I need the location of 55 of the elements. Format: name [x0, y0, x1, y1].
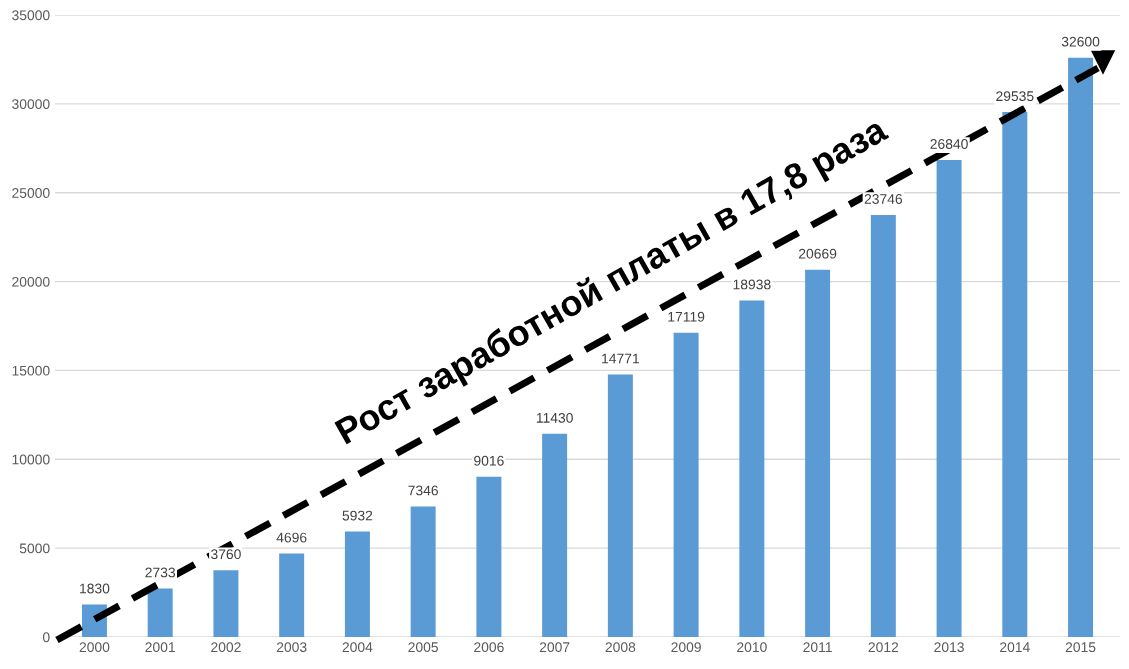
- data-label: 9016: [474, 455, 504, 466]
- data-label: 17119: [668, 311, 705, 322]
- bar: [1068, 57, 1094, 637]
- bar: [739, 300, 765, 637]
- bar: [870, 215, 896, 637]
- y-tick-label: 35000: [12, 10, 50, 21]
- y-tick-label: 25000: [12, 188, 50, 198]
- bar: [542, 433, 568, 637]
- data-label: 7346: [408, 485, 438, 496]
- data-label: 1830: [80, 583, 110, 594]
- data-label: 2733: [145, 567, 176, 578]
- x-tick-label: 2001: [145, 642, 175, 653]
- x-tick-label: 2000: [79, 642, 110, 653]
- data-label: 5932: [342, 510, 373, 521]
- bar: [607, 374, 633, 637]
- data-label: 20669: [798, 248, 837, 259]
- x-tick-label: 2007: [539, 642, 570, 653]
- bar: [147, 588, 173, 637]
- x-tick-label: 2015: [1065, 642, 1096, 653]
- x-tick-label: 2012: [868, 642, 899, 653]
- x-tick-label: 2010: [737, 642, 767, 653]
- y-tick-label: 30000: [12, 99, 50, 110]
- x-tick-label: 2006: [474, 642, 504, 653]
- bar: [213, 570, 239, 637]
- x-tick-label: 2011: [803, 642, 832, 653]
- data-label: 29535: [996, 91, 1034, 102]
- data-label: 32600: [1061, 36, 1100, 47]
- x-tick-label: 2003: [276, 642, 307, 653]
- y-tick-label: 10000: [12, 454, 50, 465]
- bar: [936, 160, 962, 637]
- x-tick-label: 2008: [605, 642, 636, 653]
- x-tick-label: 2013: [934, 642, 964, 653]
- x-tick-label: 2002: [211, 642, 241, 653]
- y-tick-label: 20000: [12, 276, 50, 287]
- bar: [279, 553, 305, 637]
- data-label: 11430: [536, 412, 573, 423]
- bar: [344, 531, 370, 637]
- data-label: 4696: [276, 532, 307, 543]
- bar: [410, 506, 436, 637]
- data-label: 14771: [602, 353, 640, 364]
- y-tick-label: 15000: [12, 365, 50, 376]
- x-tick-label: 2005: [408, 642, 439, 653]
- x-tick-label: 2004: [342, 642, 373, 653]
- y-tick-label: 5000: [19, 543, 50, 554]
- data-label: 26840: [930, 139, 968, 149]
- x-tick-label: 2009: [671, 642, 701, 653]
- bar: [476, 476, 502, 637]
- bar: [673, 332, 699, 637]
- data-label: 23746: [864, 194, 903, 204]
- x-tick-label: 2014: [1000, 642, 1030, 653]
- data-label: 18938: [733, 279, 771, 290]
- bar: [805, 269, 831, 637]
- y-tick-label: 0: [42, 632, 50, 643]
- data-label: 3760: [211, 549, 241, 560]
- bar: [1002, 112, 1028, 637]
